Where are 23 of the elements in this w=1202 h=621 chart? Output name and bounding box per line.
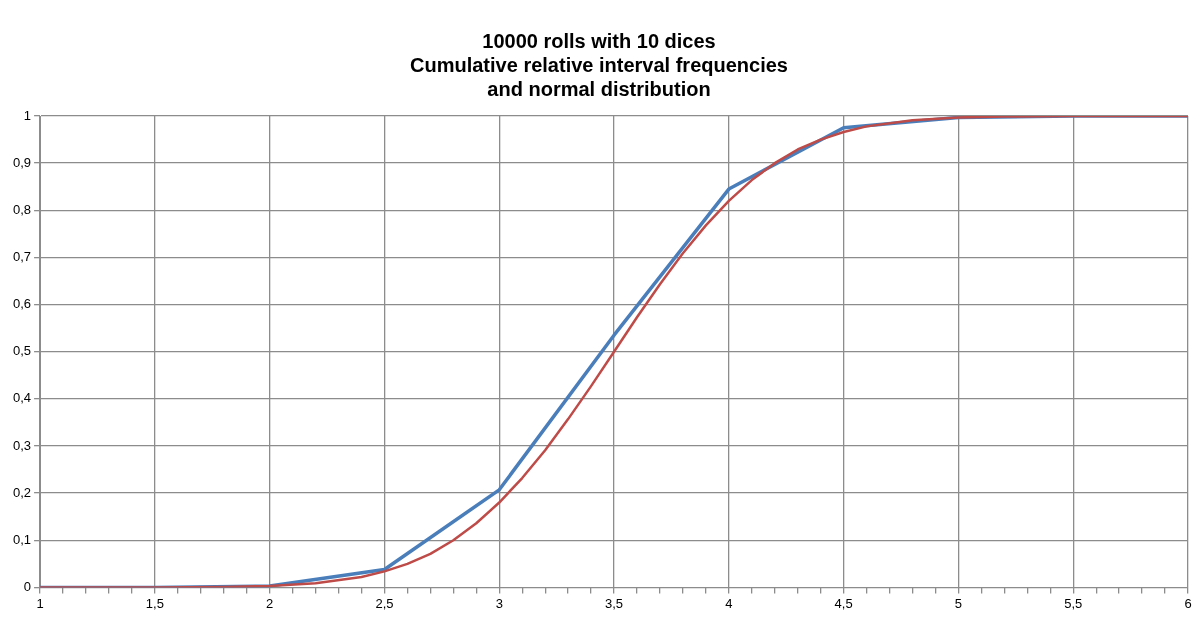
x-tick-label: 4,5 [834,595,853,611]
x-tick-label: 1,5 [145,595,164,611]
y-tick-label: 0,7 [12,249,32,264]
y-tick-label: 0 [23,578,32,594]
chart-title: 10000 rolls with 10 dices Cumulative relative interval frequencies and normal distribution [410,29,788,100]
x-tick-label: 2,5 [375,595,394,611]
y-tick-label: 0,9 [12,154,32,170]
y-tick-label: 0,1 [12,531,32,547]
x-tick-label: 3 [495,595,503,611]
x-tick-label: 2 [266,595,274,611]
y-tick-label: 0,8 [12,201,32,217]
y-tick-label: 1 [23,107,32,123]
y-tick-label: 0,2 [12,484,32,500]
y-tick-label: 0,6 [12,296,32,312]
x-tick-label: 3,5 [605,595,624,611]
y-tick-label: 0,3 [12,437,32,453]
y-tick-label: 0,5 [12,343,32,359]
y-tick-label: 0,4 [12,390,32,406]
x-tick-label: 4 [725,595,733,611]
x-tick-label: 6 [1184,595,1192,611]
x-tick-label: 1 [36,595,44,611]
x-tick-label: 5 [954,595,963,611]
x-tick-label: 5,5 [1064,595,1083,611]
